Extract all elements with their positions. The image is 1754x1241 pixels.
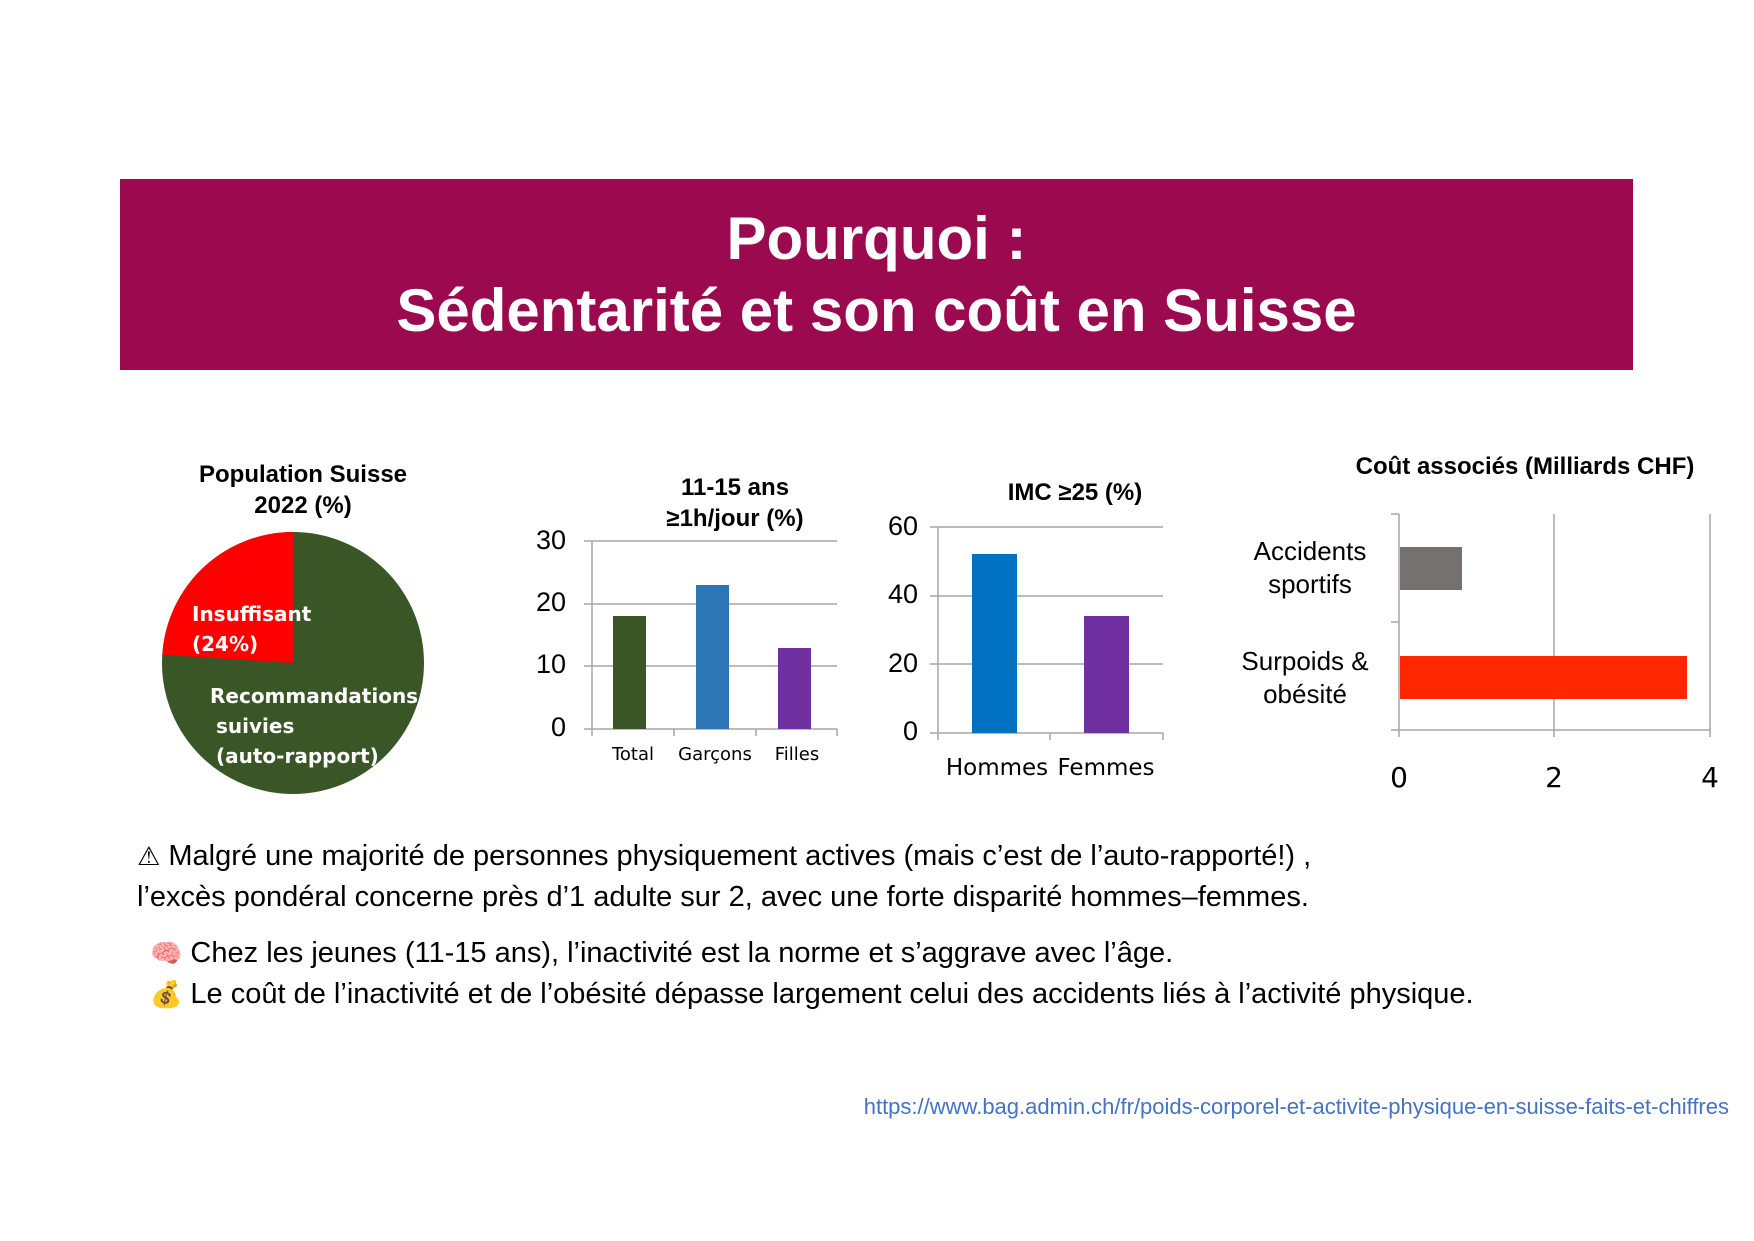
pie-chart-population: Population Suisse 2022 (%) [150,455,460,805]
cost-category-surpoids: Surpoids & obésité [1215,645,1395,711]
pie-label-reco: Recommandations suivies (auto-rapport) [210,681,418,771]
youth-chart-title: 11-15 ans ≥1h/jour (%) [630,472,840,534]
bar-chart-youth [584,540,838,736]
youth-xlabel-garcons: Garçons [678,744,752,765]
cost-category-surpoids-1: Surpoids & [1241,646,1369,676]
source-link[interactable]: https://www.bag.admin.ch/fr/poids-corpor… [863,1094,1729,1119]
bar-filles [778,648,811,729]
title-line-2: Sédentarité et son coût en Suisse [396,276,1357,344]
imc-xlabel-femmes: Femmes [1057,755,1155,781]
youth-ytick-10: 10 [535,649,566,679]
pie-label-reco-1: Recommandations [210,684,419,708]
cost-xtick-2: 2 [1545,761,1563,794]
youth-ytick-0: 0 [550,712,566,742]
warning-icon: ⚠ [137,842,161,872]
youth-title-line-2: ≥1h/jour (%) [666,505,804,532]
youth-ytick-30: 30 [535,525,566,555]
imc-xlabel-hommes: Hommes [945,755,1049,781]
pie-chart-title: Population Suisse 2022 (%) [150,459,456,521]
note-line-3-text: Chez les jeunes (11-15 ans), l’inactivit… [182,937,1174,969]
cost-category-accidents-2: sportifs [1268,569,1352,599]
cost-chart-title: Coût associés (Milliards CHF) [1355,453,1695,480]
pie-label-insuffisant-1: Insuffisant [192,602,312,626]
bar-surpoids [1400,656,1687,699]
pie-label-reco-2: suivies [216,714,295,738]
cost-category-accidents-1: Accidents [1253,536,1367,566]
pie-label-insuffisant-2: (24%) [192,632,259,656]
youth-xlabel-filles: Filles [774,744,820,765]
money-bag-icon: 💰 [150,979,183,1009]
imc-ytick-0: 0 [902,716,918,746]
title-banner: Pourquoi : Sédentarité et son coût en Su… [120,179,1633,370]
pie-label-insuffisant: Insuffisant (24%) [192,599,311,659]
title-line-1: Pourquoi : [726,204,1027,272]
note-line-1: ⚠ Malgré une majorité de personnes physi… [137,836,1311,878]
imc-ytick-20: 20 [887,648,918,678]
imc-ytick-60: 60 [887,511,918,541]
pie-title-line-1: Population Suisse [198,461,408,488]
youth-title-line-1: 11-15 ans [680,474,790,501]
note-line-3: 🧠 Chez les jeunes (11-15 ans), l’inactiv… [150,933,1173,974]
pie-slice-insuffisant [162,532,293,663]
pie [162,532,424,794]
bar-femmes [1084,616,1129,733]
note-line-1-text: Malgré une majorité de personnes physiqu… [160,840,1312,872]
pie-label-reco-3: (auto-rapport) [216,744,379,768]
pie-title-line-2: 2022 (%) [254,492,352,519]
note-line-2: l’excès pondéral concerne près d’1 adult… [137,881,1309,913]
bar-garcons [696,585,729,729]
note-line-4-text: Le coût de l’inactivité et de l’obésité … [182,978,1474,1010]
bar-total [613,616,646,729]
cost-category-surpoids-2: obésité [1263,679,1347,709]
youth-xlabel-total: Total [611,744,655,765]
youth-ytick-20: 20 [535,587,566,617]
imc-chart-title: IMC ≥25 (%) [1007,479,1143,506]
note-line-4: 💰 Le coût de l’inactivité et de l’obésit… [150,974,1474,1015]
brain-icon: 🧠 [150,938,183,968]
bar-chart-cost [1391,513,1711,737]
cost-xtick-0: 0 [1390,761,1408,794]
bar-hommes [972,554,1017,733]
cost-category-accidents: Accidents sportifs [1225,535,1395,601]
imc-ytick-40: 40 [887,579,918,609]
bar-chart-imc [930,526,1164,740]
cost-xtick-4: 4 [1701,761,1719,794]
bar-accidents [1400,547,1462,590]
